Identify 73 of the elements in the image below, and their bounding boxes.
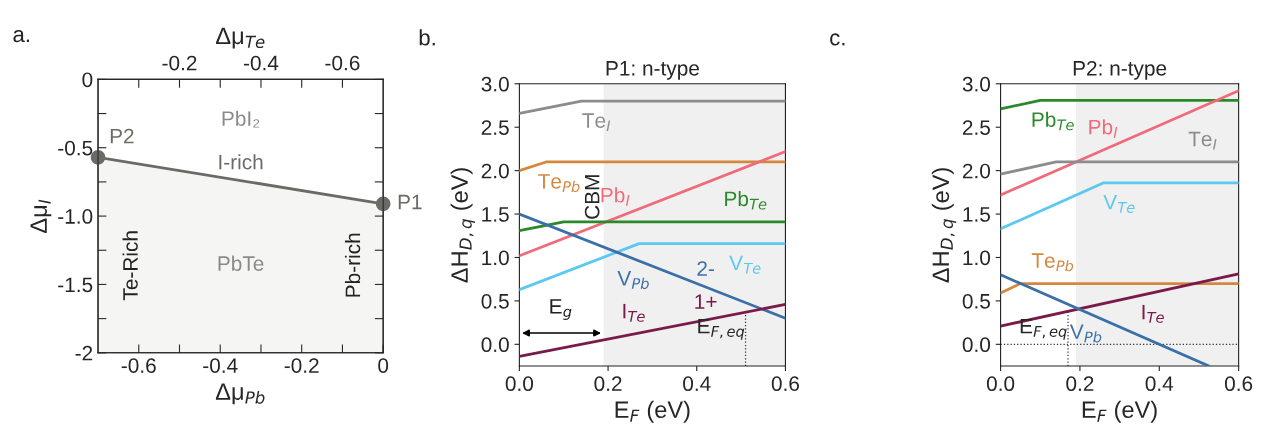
y-tick-label: -2 xyxy=(75,345,93,361)
y-tick-label: 3.0 xyxy=(962,76,991,92)
x-tick-label: -0.2 xyxy=(284,358,319,373)
chart-title: P1: n-type xyxy=(606,61,699,80)
y-tick-label: 0.5 xyxy=(962,293,990,309)
y-tick-label: 0.0 xyxy=(962,337,991,353)
y-tick-label: 2.0 xyxy=(481,163,509,179)
series-label: Pb$_{I}$ xyxy=(601,187,630,206)
series-label: I$_{Te}$ xyxy=(623,303,645,322)
annotation: PbTe xyxy=(218,255,264,271)
series-label: V$_{Pb}$ xyxy=(617,271,649,289)
series-label: Pb$_{Te}$ xyxy=(725,190,767,210)
x2-tick-label: -0.4 xyxy=(243,55,279,71)
y-axis-title: Δμ$_{I}$ xyxy=(30,199,52,233)
y-tick-label: 2.0 xyxy=(962,163,991,179)
series-label: V$_{Pb}$ xyxy=(1069,324,1102,343)
annotation: Pb-rich xyxy=(344,233,361,297)
y-tick-label: -1.0 xyxy=(58,209,93,224)
ref-line-label: E$_{F,eq}$ xyxy=(1020,318,1067,340)
x-tick-label: 0.4 xyxy=(683,376,711,392)
x-axis-title: E$_{F}$ (eV) xyxy=(615,400,690,423)
text: b. xyxy=(419,29,435,46)
series-label: V$_{Te}$ xyxy=(729,255,761,274)
y-tick-label: 0 xyxy=(82,72,93,88)
x2-tick-label: -0.2 xyxy=(162,55,197,71)
y-tick-label: -1.5 xyxy=(58,277,93,293)
y-axis-title: ΔH$_{D,q}$ (eV) xyxy=(450,168,475,283)
annotation: E$_{g}$ xyxy=(550,299,572,320)
series-label: Te$_{I}$ xyxy=(1188,131,1217,150)
series-label: Te$_{Pb}$ xyxy=(1031,253,1074,272)
y-axis-title: ΔH$_{D,q}$ (eV) xyxy=(931,168,957,283)
x-axis-title: Δμ$_{Pb}$ xyxy=(215,383,265,405)
y-tick-label: 1.5 xyxy=(482,207,509,222)
x2-axis-title: Δμ$_{Te}$ xyxy=(216,27,265,49)
x2-tick-label: -0.6 xyxy=(325,55,360,71)
series-label: V$_{Te}$ xyxy=(1103,194,1135,213)
annotation: I-rich xyxy=(219,154,263,170)
y-tick-label: 3.0 xyxy=(481,76,509,92)
x-tick-label: 0.2 xyxy=(1066,376,1094,392)
x-tick-label: 0 xyxy=(378,358,389,373)
series-label: Pb$_{Te}$ xyxy=(1032,111,1074,131)
x-tick-label: 0.0 xyxy=(986,376,1015,392)
series-label: Pb$_{I}$ xyxy=(1089,119,1118,138)
text: a. xyxy=(13,30,29,43)
y-tick-label: 0.0 xyxy=(481,337,509,353)
y-tick-label: 0.5 xyxy=(481,293,509,309)
y-tick-label: 1.5 xyxy=(963,207,990,222)
series-label: Te$_{I}$ xyxy=(582,113,611,132)
annotation: 1+ xyxy=(695,294,717,309)
y-tick-label: 1.0 xyxy=(482,250,509,266)
x-tick-label: 0.0 xyxy=(505,376,534,392)
x-tick-label: -0.6 xyxy=(121,358,156,373)
x-tick-label: 0.2 xyxy=(594,376,622,392)
x-tick-label: 0.6 xyxy=(771,376,800,392)
x-tick-label: 0.4 xyxy=(1145,376,1174,392)
annotation: Te-Rich xyxy=(122,231,138,301)
y-tick-label: 2.5 xyxy=(962,120,990,135)
annotation: P2 xyxy=(110,128,134,144)
y-tick-label: 1.0 xyxy=(963,250,991,266)
annotation: 2- xyxy=(697,261,714,276)
band-label: CBM xyxy=(584,175,600,219)
annotation: P1 xyxy=(398,194,422,210)
x-tick-label: -0.4 xyxy=(203,358,238,373)
y-tick-label: 2.5 xyxy=(481,120,509,135)
y-tick-label: -0.5 xyxy=(58,140,93,156)
x-axis-title: E$_{F}$ (eV) xyxy=(1082,400,1157,423)
text: c. xyxy=(830,33,845,46)
x-tick-label: 0.6 xyxy=(1224,376,1253,392)
series-label: Te$_{Pb}$ xyxy=(538,174,580,193)
annotation: PbI₂ xyxy=(222,110,260,128)
ref-line-label: E$_{F,eq}$ xyxy=(698,318,745,340)
series-label: I$_{Te}$ xyxy=(1142,304,1164,323)
chart-title: P2: n-type xyxy=(1073,60,1167,80)
